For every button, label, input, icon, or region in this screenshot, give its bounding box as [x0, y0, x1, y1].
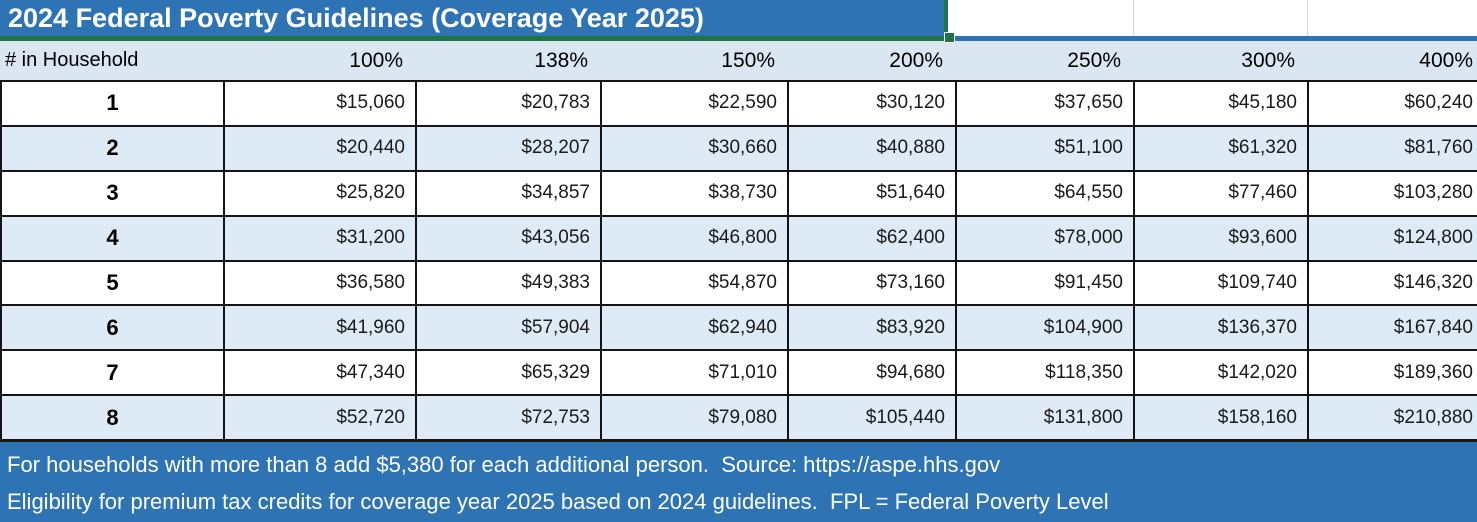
- title-cell[interactable]: 2024 Federal Poverty Guidelines (Coverag…: [0, 0, 948, 36]
- table-row: 8 $52,720 $72,753 $79,080 $105,440 $131,…: [0, 396, 1477, 442]
- household-cell[interactable]: 4: [2, 216, 225, 260]
- value-cell[interactable]: $20,783: [417, 82, 602, 125]
- value-cell[interactable]: $73,160: [789, 261, 957, 305]
- value-cell[interactable]: $105,440: [789, 396, 957, 439]
- value-cell[interactable]: $131,800: [957, 396, 1135, 439]
- table-row: 1 $15,060 $20,783 $22,590 $30,120 $37,65…: [0, 82, 1477, 127]
- household-cell[interactable]: 1: [2, 82, 225, 125]
- table-row: 2 $20,440 $28,207 $30,660 $40,880 $51,10…: [0, 126, 1477, 172]
- table-row: 5 $36,580 $49,383 $54,870 $73,160 $91,45…: [0, 261, 1477, 307]
- value-cell[interactable]: $65,329: [417, 351, 602, 395]
- value-cell[interactable]: $124,800: [1393, 227, 1473, 249]
- value-cell[interactable]: $142,020: [1135, 351, 1309, 395]
- value-cell[interactable]: $79,080: [602, 396, 789, 439]
- value-cell[interactable]: $83,920: [789, 306, 957, 350]
- value-cell[interactable]: $47,340: [225, 351, 417, 395]
- value-cell[interactable]: $189,360: [1393, 361, 1473, 383]
- value-cell[interactable]: $91,450: [957, 261, 1135, 305]
- value-cell[interactable]: $104,900: [957, 306, 1135, 350]
- header-cell-400pct[interactable]: 400%: [1419, 48, 1473, 72]
- value-cell[interactable]: $210,880: [1393, 406, 1473, 428]
- value-cell[interactable]: $37,650: [957, 82, 1135, 125]
- header-cell-100pct[interactable]: 100%: [349, 48, 403, 72]
- selection-border-row: [0, 32, 1477, 43]
- value-cell[interactable]: $77,460: [1135, 171, 1309, 215]
- household-cell[interactable]: 6: [2, 306, 225, 350]
- value-cell[interactable]: $51,640: [789, 171, 957, 215]
- household-cell[interactable]: 8: [2, 396, 225, 439]
- column-gridline: [1307, 0, 1308, 36]
- value-cell[interactable]: $72,753: [417, 396, 602, 439]
- household-cell[interactable]: 2: [2, 126, 225, 170]
- table-row: 6 $41,960 $57,904 $62,940 $83,920 $104,9…: [0, 306, 1477, 352]
- table-row: 7 $47,340 $65,329 $71,010 $94,680 $118,3…: [0, 351, 1477, 397]
- selection-border-bottom: [0, 36, 952, 41]
- value-cell[interactable]: $30,660: [602, 126, 789, 170]
- table-header-row: # in Household 100% 138% 150% 200% 250% …: [0, 41, 1477, 80]
- title-row: 2024 Federal Poverty Guidelines (Coverag…: [0, 0, 1477, 36]
- value-cell[interactable]: $71,010: [602, 351, 789, 395]
- table-body: 1 $15,060 $20,783 $22,590 $30,120 $37,65…: [0, 80, 1477, 442]
- value-cell[interactable]: $46,800: [602, 216, 789, 260]
- value-cell[interactable]: $109,740: [1135, 261, 1309, 305]
- household-cell[interactable]: 5: [2, 261, 225, 305]
- value-cell[interactable]: $38,730: [602, 171, 789, 215]
- value-cell[interactable]: $43,056: [417, 216, 602, 260]
- value-cell[interactable]: $51,100: [957, 126, 1135, 170]
- value-cell[interactable]: $36,580: [225, 261, 417, 305]
- value-cell[interactable]: $20,440: [225, 126, 417, 170]
- table-row: 3 $25,820 $34,857 $38,730 $51,640 $64,55…: [0, 171, 1477, 217]
- header-cell-200pct[interactable]: 200%: [889, 48, 943, 72]
- value-cell[interactable]: $15,060: [225, 82, 417, 125]
- household-cell[interactable]: 3: [2, 171, 225, 215]
- value-cell[interactable]: $49,383: [417, 261, 602, 305]
- value-cell[interactable]: $40,880: [789, 126, 957, 170]
- value-cell[interactable]: $60,240: [1404, 92, 1473, 114]
- header-cell-250pct[interactable]: 250%: [1067, 48, 1121, 72]
- value-cell[interactable]: $146,320: [1393, 271, 1473, 293]
- value-cell[interactable]: $118,350: [957, 351, 1135, 395]
- footer-note-line1[interactable]: For households with more than 8 add $5,3…: [7, 452, 1001, 477]
- value-cell[interactable]: $93,600: [1135, 216, 1309, 260]
- value-cell[interactable]: $54,870: [602, 261, 789, 305]
- value-cell[interactable]: $30,120: [789, 82, 957, 125]
- fill-handle[interactable]: [944, 32, 955, 43]
- footer-notes: For households with more than 8 add $5,3…: [0, 442, 1477, 522]
- household-cell[interactable]: 7: [2, 351, 225, 395]
- value-cell[interactable]: $61,320: [1135, 126, 1309, 170]
- footer-note-line2[interactable]: Eligibility for premium tax credits for …: [7, 489, 1109, 514]
- value-cell[interactable]: $167,840: [1393, 316, 1473, 338]
- value-cell[interactable]: $22,590: [602, 82, 789, 125]
- header-cell-household[interactable]: # in Household: [5, 49, 139, 71]
- empty-sheet-cells[interactable]: [948, 0, 1477, 36]
- value-cell[interactable]: $158,160: [1135, 396, 1309, 439]
- column-gridline: [1133, 0, 1134, 36]
- value-cell[interactable]: $103,280: [1393, 182, 1473, 204]
- header-cell-150pct[interactable]: 150%: [721, 48, 775, 72]
- value-cell[interactable]: $57,904: [417, 306, 602, 350]
- value-cell[interactable]: $28,207: [417, 126, 602, 170]
- value-cell[interactable]: $136,370: [1135, 306, 1309, 350]
- value-cell[interactable]: $34,857: [417, 171, 602, 215]
- value-cell[interactable]: $64,550: [957, 171, 1135, 215]
- table-top-border: [952, 36, 1477, 41]
- header-cell-138pct[interactable]: 138%: [534, 48, 588, 72]
- value-cell[interactable]: $45,180: [1135, 82, 1309, 125]
- value-cell[interactable]: $41,960: [225, 306, 417, 350]
- value-cell[interactable]: $78,000: [957, 216, 1135, 260]
- value-cell[interactable]: $52,720: [225, 396, 417, 439]
- value-cell[interactable]: $31,200: [225, 216, 417, 260]
- table-row: 4 $31,200 $43,056 $46,800 $62,400 $78,00…: [0, 216, 1477, 262]
- value-cell[interactable]: $62,400: [789, 216, 957, 260]
- header-cell-300pct[interactable]: 300%: [1241, 48, 1295, 72]
- value-cell[interactable]: $62,940: [602, 306, 789, 350]
- value-cell[interactable]: $25,820: [225, 171, 417, 215]
- value-cell[interactable]: $81,760: [1404, 137, 1473, 159]
- value-cell[interactable]: $94,680: [789, 351, 957, 395]
